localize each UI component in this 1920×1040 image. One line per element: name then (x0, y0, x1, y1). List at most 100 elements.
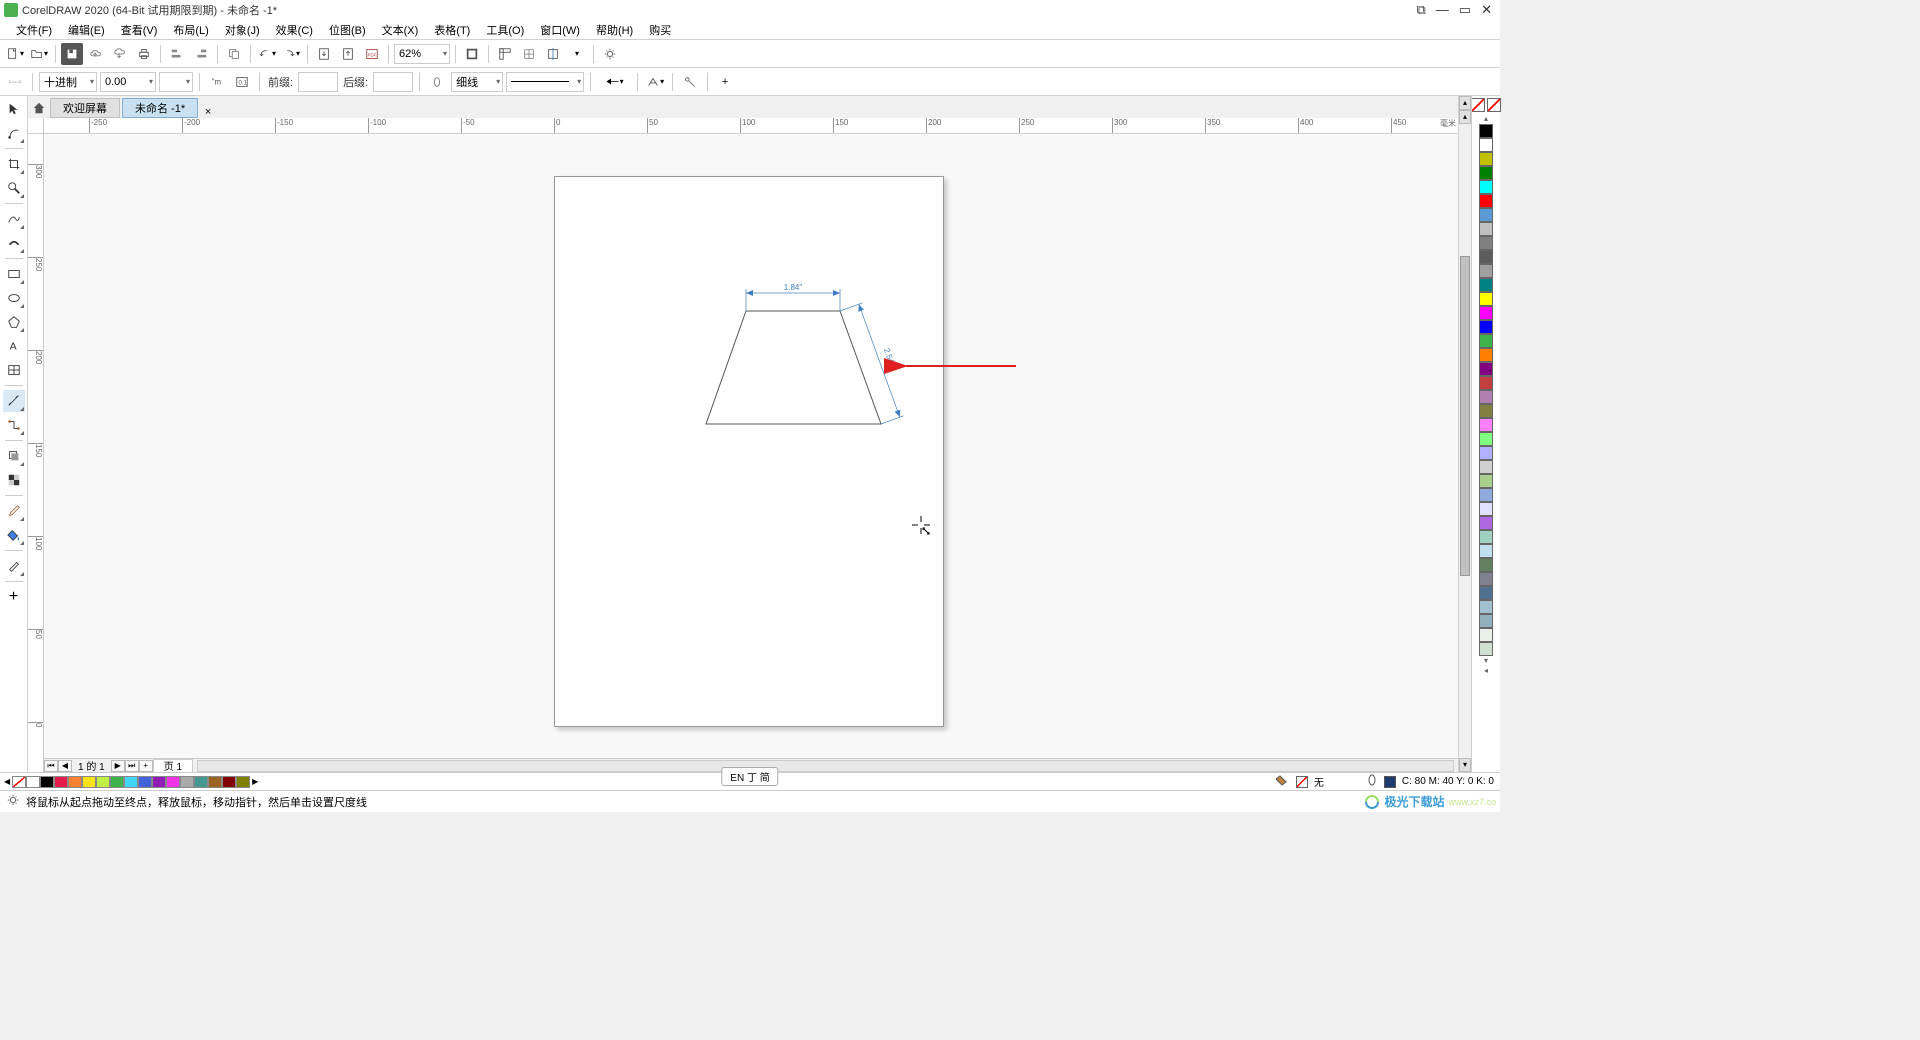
palette-swatch[interactable] (1479, 502, 1493, 516)
page-prev-button[interactable]: ◀ (58, 760, 72, 772)
show-units-button[interactable]: "m (206, 71, 228, 93)
outline-color-swatch[interactable] (1384, 776, 1396, 788)
menu-view[interactable]: 查看(V) (113, 22, 166, 38)
strip-no-color[interactable] (12, 776, 26, 788)
zoom-level-input[interactable]: 62% (394, 44, 450, 64)
copy-button[interactable] (223, 43, 245, 65)
page-tab-1[interactable]: 页 1 (153, 759, 193, 773)
palette-swatch[interactable] (1479, 614, 1493, 628)
palette-swatch[interactable] (1479, 586, 1493, 600)
canvas-viewport[interactable]: 1.84" 2.54" (44, 134, 1458, 758)
menu-effects[interactable]: 效果(C) (268, 22, 321, 38)
color-swatch[interactable] (82, 776, 96, 788)
outline-width-select[interactable]: 细线 (451, 72, 503, 92)
tab-welcome[interactable]: 欢迎屏幕 (50, 98, 120, 118)
rectangle-tool[interactable] (3, 263, 25, 285)
palette-swatch[interactable] (1479, 516, 1493, 530)
palette-swatch[interactable] (1479, 544, 1493, 558)
palette-swatch[interactable] (1479, 236, 1493, 250)
color-swatch[interactable] (96, 776, 110, 788)
color-swatch[interactable] (68, 776, 82, 788)
close-icon[interactable]: ✕ (1481, 2, 1492, 18)
snap-button[interactable]: ▾ (566, 43, 588, 65)
palette-swatch[interactable] (1479, 278, 1493, 292)
palette-swatch[interactable] (1479, 264, 1493, 278)
palette-swatch[interactable] (1479, 152, 1493, 166)
options-button[interactable] (599, 43, 621, 65)
menu-tools[interactable]: 工具(O) (478, 22, 532, 38)
print-button[interactable] (133, 43, 155, 65)
cloud-down-button[interactable] (109, 43, 131, 65)
maximize-icon[interactable]: ▭ (1459, 2, 1471, 18)
menu-edit[interactable]: 编辑(E) (60, 22, 113, 38)
crop-tool[interactable] (3, 153, 25, 175)
add-preset-button[interactable]: + (714, 71, 736, 93)
palette-swatch[interactable] (1479, 320, 1493, 334)
scroll-up-button[interactable]: ▴ (1459, 96, 1471, 110)
suffix-input[interactable] (373, 72, 413, 92)
page-next-button[interactable]: ▶ (111, 760, 125, 772)
tab-close-icon[interactable]: × (200, 106, 216, 118)
palette-swatch[interactable] (1479, 390, 1493, 404)
palette-swatch[interactable] (1479, 446, 1493, 460)
minimize-icon[interactable]: — (1436, 2, 1449, 18)
palette-swatch[interactable] (1479, 362, 1493, 376)
guidelines-button[interactable] (542, 43, 564, 65)
precision-select[interactable]: 0.00 (100, 72, 156, 92)
palette-swatch[interactable] (1479, 208, 1493, 222)
dim-style-button[interactable] (4, 71, 26, 93)
horizontal-scrollbar[interactable] (197, 760, 1454, 772)
save-button[interactable] (61, 43, 83, 65)
color-swatch[interactable] (138, 776, 152, 788)
line-style-select[interactable] (506, 72, 584, 92)
text-position-button[interactable]: ▾ (644, 71, 666, 93)
color-swatch[interactable] (26, 776, 40, 788)
palette-swatch[interactable] (1479, 418, 1493, 432)
color-swatch[interactable] (180, 776, 194, 788)
palette-swatch[interactable] (1479, 124, 1493, 138)
palette-down-icon[interactable]: ▾ (1480, 656, 1492, 666)
dynamic-dim-button[interactable] (426, 71, 448, 93)
palette-swatch[interactable] (1479, 572, 1493, 586)
rulers-button[interactable] (494, 43, 516, 65)
menu-help[interactable]: 帮助(H) (588, 22, 641, 38)
menu-buy[interactable]: 购买 (641, 22, 679, 38)
color-swatch[interactable] (208, 776, 222, 788)
ellipse-tool[interactable] (3, 287, 25, 309)
align-left-button[interactable] (166, 43, 188, 65)
add-tool-button[interactable]: + (3, 586, 25, 608)
tab-document[interactable]: 未命名 -1* (122, 98, 198, 118)
palette-swatch[interactable] (1479, 628, 1493, 642)
home-tab-icon[interactable] (28, 98, 50, 118)
drop-shadow-tool[interactable] (3, 445, 25, 467)
page-first-button[interactable]: ⏮ (44, 760, 58, 772)
arrowhead-start-button[interactable]: ▾ (597, 71, 631, 93)
cloud-up-button[interactable] (85, 43, 107, 65)
open-button[interactable]: ▾ (28, 43, 50, 65)
palette-swatch[interactable] (1479, 474, 1493, 488)
polygon-tool[interactable] (3, 311, 25, 333)
color-swatch[interactable] (166, 776, 180, 788)
fullscreen-button[interactable] (461, 43, 483, 65)
color-swatch[interactable] (124, 776, 138, 788)
palette-swatch[interactable] (1479, 460, 1493, 474)
palette-swatch[interactable] (1479, 180, 1493, 194)
outline-pen-tool[interactable] (3, 555, 25, 577)
color-nav-left-icon[interactable]: ◀ (4, 777, 10, 786)
prefix-input[interactable] (298, 72, 338, 92)
menu-layout[interactable]: 布局(L) (165, 22, 216, 38)
vertical-scrollbar[interactable]: ▴ ▴ ▾ (1459, 96, 1472, 772)
publish-pdf-button[interactable]: PDF (361, 43, 383, 65)
palette-swatch[interactable] (1479, 306, 1493, 320)
no-outline-swatch[interactable] (1487, 98, 1501, 112)
palette-swatch[interactable] (1479, 642, 1493, 656)
color-swatch[interactable] (40, 776, 54, 788)
shape-tool[interactable] (3, 122, 25, 144)
menu-file[interactable]: 文件(F) (8, 22, 60, 38)
ruler-horizontal[interactable]: 毫米 -250-200-150-100-50050100150200250300… (44, 118, 1458, 134)
palette-flyout-icon[interactable]: ◂ (1480, 666, 1492, 676)
fill-indicator-icon[interactable] (1276, 774, 1290, 789)
color-swatch[interactable] (152, 776, 166, 788)
palette-swatch[interactable] (1479, 222, 1493, 236)
import-button[interactable] (313, 43, 335, 65)
